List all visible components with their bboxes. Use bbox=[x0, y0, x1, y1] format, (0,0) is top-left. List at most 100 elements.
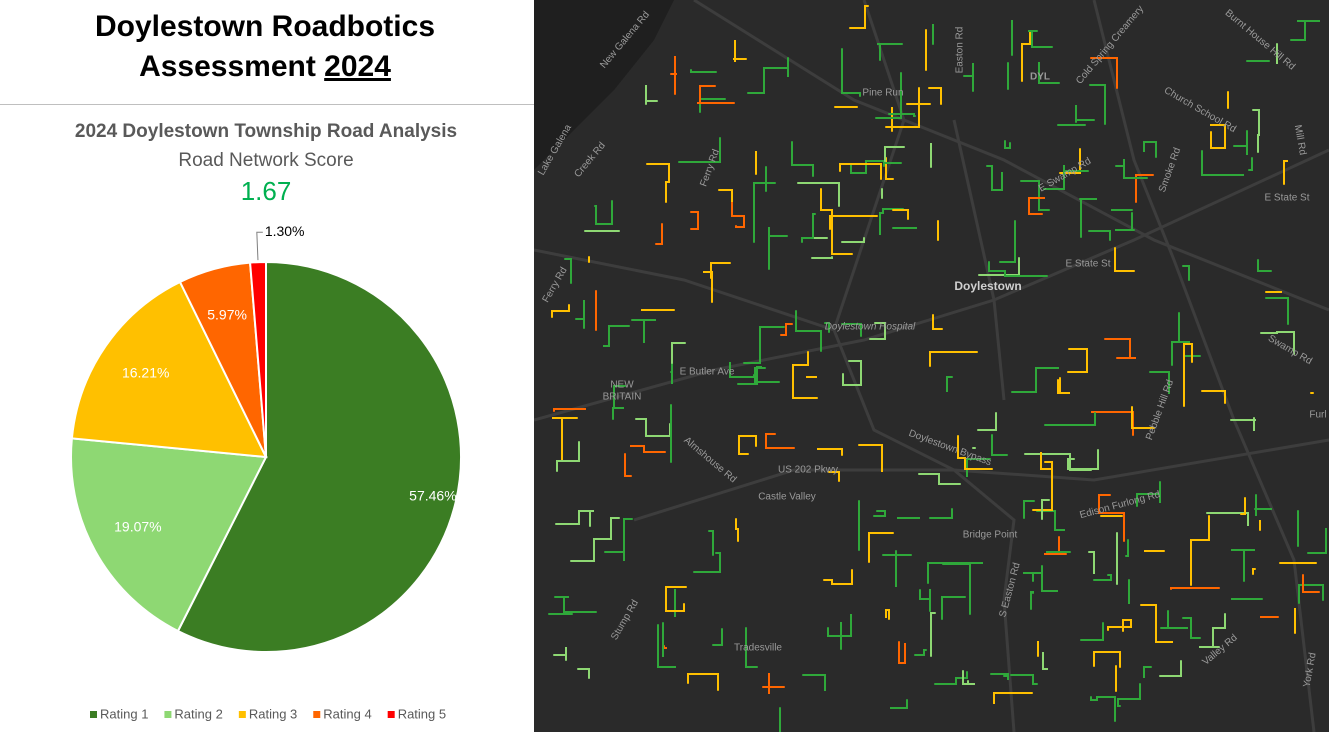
road-segment bbox=[1023, 500, 1035, 519]
road-segment bbox=[1125, 539, 1129, 557]
road-segment bbox=[1040, 452, 1053, 470]
road-segment bbox=[745, 627, 758, 668]
road-segment bbox=[733, 40, 747, 62]
score: 1.67 bbox=[241, 176, 292, 206]
legend-swatch bbox=[387, 711, 395, 718]
road-segment bbox=[839, 163, 882, 180]
map-label: E Butler Ave bbox=[680, 367, 735, 378]
road-segment bbox=[988, 261, 1048, 277]
road-segment bbox=[842, 360, 862, 386]
road-segment bbox=[883, 162, 902, 167]
road-segment bbox=[690, 69, 717, 73]
road-segment bbox=[553, 647, 567, 661]
road-segment bbox=[885, 87, 920, 128]
road-segment bbox=[665, 586, 687, 612]
road-segment bbox=[1093, 574, 1112, 581]
road-segment bbox=[1041, 565, 1058, 592]
road-segment bbox=[824, 322, 830, 333]
road-segment bbox=[966, 458, 991, 477]
road-segment bbox=[802, 674, 826, 691]
road-segment bbox=[604, 518, 633, 561]
road-segment bbox=[892, 209, 909, 220]
road-segment bbox=[1302, 574, 1320, 593]
road-segment bbox=[1136, 481, 1161, 507]
road-segment bbox=[1252, 109, 1260, 153]
road-segment bbox=[671, 342, 686, 364]
road-segment bbox=[829, 215, 878, 230]
map: Pine Run DYL Doylestown Doylestown Hospital… bbox=[534, 0, 1329, 732]
road-segment bbox=[1143, 141, 1157, 158]
road-segment bbox=[1140, 604, 1173, 643]
road-segment bbox=[1090, 696, 1116, 722]
road-segment bbox=[1080, 622, 1104, 641]
road-segment bbox=[687, 673, 719, 691]
road-segment bbox=[977, 412, 997, 431]
road-segment bbox=[624, 453, 632, 477]
map-label: E State St bbox=[1264, 193, 1309, 204]
road-segment bbox=[1010, 674, 1038, 685]
pie-slice bbox=[70, 437, 268, 633]
road-segment bbox=[918, 473, 961, 485]
road-segment bbox=[1298, 584, 1324, 604]
road-segment bbox=[630, 445, 666, 453]
road-segment bbox=[1115, 159, 1148, 179]
data-label: 5.97% bbox=[207, 307, 247, 323]
road-segment bbox=[999, 220, 1016, 263]
road-segment bbox=[1201, 390, 1226, 404]
road-segment bbox=[928, 87, 942, 105]
legend-swatch bbox=[90, 711, 97, 718]
data-label: 57.46% bbox=[409, 488, 456, 504]
road-segment bbox=[1135, 174, 1154, 203]
road-segment bbox=[1028, 30, 1053, 48]
road-segment bbox=[1057, 377, 1070, 394]
road-segment bbox=[820, 188, 853, 255]
road-segment bbox=[646, 163, 670, 203]
road-segment bbox=[801, 213, 816, 243]
road-segment bbox=[898, 641, 906, 664]
road-segment bbox=[1044, 536, 1067, 555]
road-segment bbox=[1021, 30, 1031, 82]
road-segment bbox=[986, 165, 1003, 191]
road-segment bbox=[603, 325, 630, 347]
road-segment bbox=[885, 609, 890, 620]
map-label: Tradesville bbox=[734, 643, 782, 654]
road-segment bbox=[858, 444, 883, 472]
road-segment bbox=[1182, 617, 1201, 639]
map-label: DYL bbox=[1030, 72, 1050, 83]
road-segment bbox=[1038, 62, 1060, 84]
road-segment bbox=[1030, 591, 1034, 610]
road-segment bbox=[1075, 105, 1095, 123]
chart-subtitle: Road Network Score bbox=[178, 150, 353, 171]
road-segment bbox=[877, 43, 903, 61]
road-segment bbox=[1088, 230, 1111, 241]
road-segment bbox=[577, 668, 590, 679]
road-segment bbox=[1143, 666, 1152, 678]
road-segment bbox=[890, 699, 908, 709]
road-segment bbox=[655, 223, 663, 245]
road-segment bbox=[827, 614, 852, 637]
map-label: US 202 Pkwy bbox=[778, 465, 838, 476]
road-segment bbox=[555, 510, 594, 527]
road-segment bbox=[1240, 497, 1246, 515]
road-segment bbox=[1149, 371, 1170, 394]
data-label: 1.30% bbox=[265, 223, 305, 239]
road-segment bbox=[1252, 568, 1256, 575]
road-segment bbox=[575, 300, 585, 329]
map-label: E State St bbox=[1065, 259, 1110, 270]
map-label: Castle Valley bbox=[758, 492, 816, 503]
road-segment bbox=[841, 48, 861, 97]
road-segment bbox=[1044, 412, 1096, 426]
road-segment bbox=[914, 649, 927, 656]
road-segment bbox=[1115, 212, 1135, 231]
road-segment bbox=[1160, 610, 1188, 629]
chart-title: 2024 Doylestown Township Road Analysis bbox=[75, 121, 457, 142]
road-segment bbox=[1088, 551, 1095, 574]
road-segment bbox=[657, 624, 676, 668]
leader-line bbox=[256, 231, 263, 261]
road-segment bbox=[762, 673, 785, 694]
road-segment bbox=[941, 596, 966, 620]
road-segment bbox=[1042, 652, 1048, 670]
road-segment bbox=[963, 63, 974, 92]
road-segment bbox=[690, 211, 699, 230]
